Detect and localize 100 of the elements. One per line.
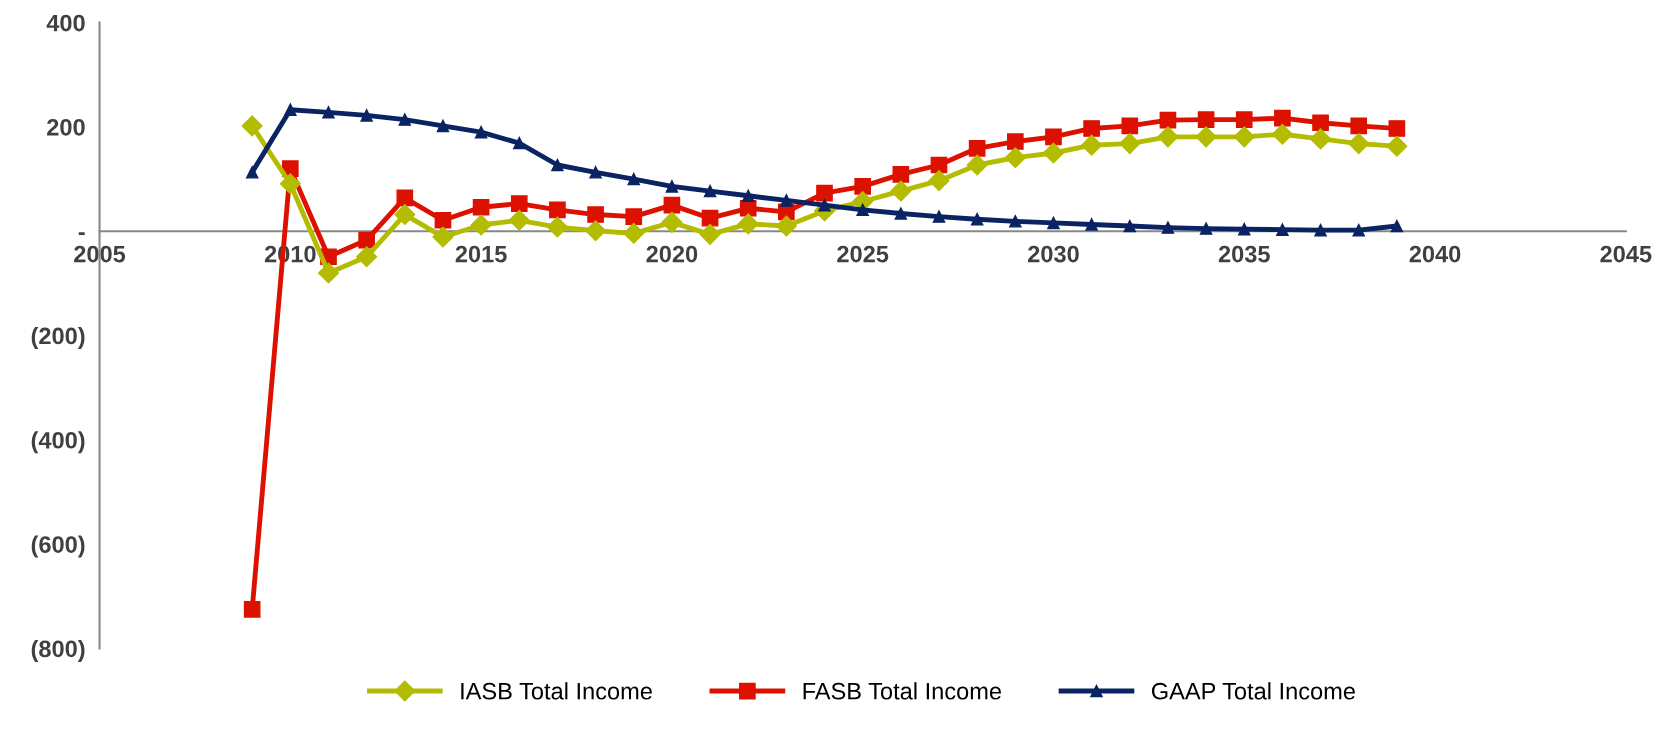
point bbox=[358, 231, 375, 249]
point bbox=[1350, 117, 1368, 135]
point bbox=[1312, 114, 1329, 132]
point bbox=[625, 208, 643, 225]
x-tick-label: 2035 bbox=[1218, 245, 1270, 263]
point bbox=[474, 125, 488, 139]
point bbox=[279, 173, 301, 195]
point bbox=[585, 220, 607, 242]
point bbox=[699, 223, 721, 245]
point bbox=[968, 139, 986, 157]
point bbox=[436, 119, 450, 133]
point bbox=[245, 166, 259, 179]
x-tick-label: 2020 bbox=[646, 245, 698, 263]
legend-label: GAAP Total Income bbox=[1151, 682, 1355, 700]
point bbox=[396, 189, 414, 207]
y-tick-label: (600) bbox=[31, 535, 85, 558]
point bbox=[587, 206, 604, 223]
point bbox=[284, 103, 297, 116]
y-tick-label: (400) bbox=[31, 431, 85, 454]
point bbox=[1123, 219, 1137, 233]
point bbox=[1197, 111, 1215, 128]
point bbox=[510, 195, 528, 212]
point bbox=[1386, 135, 1408, 157]
point bbox=[1085, 218, 1098, 231]
point bbox=[1235, 111, 1253, 128]
point bbox=[1121, 117, 1139, 135]
point bbox=[892, 166, 910, 183]
point bbox=[472, 198, 490, 216]
point bbox=[1009, 215, 1022, 228]
point bbox=[1006, 133, 1024, 150]
point bbox=[1388, 120, 1406, 137]
point bbox=[1199, 222, 1213, 235]
point bbox=[1042, 142, 1064, 164]
point bbox=[241, 115, 263, 137]
legend-label: FASB Total Income bbox=[803, 682, 1001, 700]
x-tick-label: 2030 bbox=[1028, 245, 1079, 263]
x-tick-label: 2040 bbox=[1409, 245, 1461, 263]
point bbox=[890, 180, 912, 202]
point bbox=[1161, 221, 1175, 234]
point bbox=[1004, 147, 1026, 169]
point bbox=[661, 211, 683, 233]
point bbox=[508, 209, 530, 231]
point bbox=[394, 204, 416, 226]
y-tick-label: (200) bbox=[31, 326, 85, 349]
point bbox=[703, 184, 717, 198]
y-tick-label: (800) bbox=[31, 639, 85, 662]
point bbox=[1045, 128, 1062, 146]
point bbox=[1233, 126, 1255, 148]
point bbox=[623, 222, 645, 244]
point bbox=[1348, 133, 1370, 155]
point bbox=[1274, 109, 1291, 127]
point bbox=[513, 136, 526, 150]
x-tick-label: 2025 bbox=[837, 245, 889, 263]
point bbox=[701, 209, 719, 227]
point bbox=[1047, 216, 1060, 230]
legend-label: IASB Total Income bbox=[461, 682, 652, 700]
point bbox=[243, 600, 261, 618]
point bbox=[741, 189, 755, 203]
point bbox=[1271, 123, 1293, 145]
x-tick-label: 2045 bbox=[1600, 245, 1652, 263]
point bbox=[932, 210, 946, 223]
point bbox=[589, 166, 602, 179]
point bbox=[856, 203, 869, 217]
x-tick-label: 2015 bbox=[455, 245, 507, 263]
point bbox=[1195, 126, 1217, 148]
point bbox=[1310, 128, 1332, 150]
point bbox=[970, 212, 984, 226]
point bbox=[1157, 126, 1179, 148]
point bbox=[854, 178, 872, 195]
point bbox=[928, 170, 950, 192]
point bbox=[966, 154, 988, 176]
point bbox=[775, 215, 797, 237]
point bbox=[739, 199, 757, 217]
point bbox=[470, 214, 492, 236]
point bbox=[322, 106, 335, 119]
point bbox=[356, 246, 378, 268]
point bbox=[1276, 223, 1289, 236]
point bbox=[1390, 219, 1404, 233]
point bbox=[432, 226, 454, 248]
point bbox=[551, 158, 564, 172]
point bbox=[816, 184, 833, 202]
point bbox=[663, 196, 681, 214]
point bbox=[1083, 120, 1100, 137]
y-tick-label: - bbox=[78, 232, 85, 236]
point bbox=[549, 201, 566, 219]
point bbox=[627, 172, 640, 186]
point bbox=[546, 216, 568, 238]
point bbox=[398, 113, 412, 126]
point bbox=[894, 207, 908, 220]
point bbox=[434, 211, 452, 229]
point bbox=[1314, 223, 1327, 237]
point bbox=[317, 262, 339, 284]
point bbox=[1237, 222, 1251, 236]
point bbox=[1119, 133, 1141, 155]
point bbox=[1352, 223, 1365, 237]
y-tick-label: 400 bbox=[46, 14, 85, 32]
point bbox=[780, 194, 793, 207]
point bbox=[1081, 134, 1103, 156]
point bbox=[1159, 111, 1177, 129]
point bbox=[360, 109, 373, 122]
